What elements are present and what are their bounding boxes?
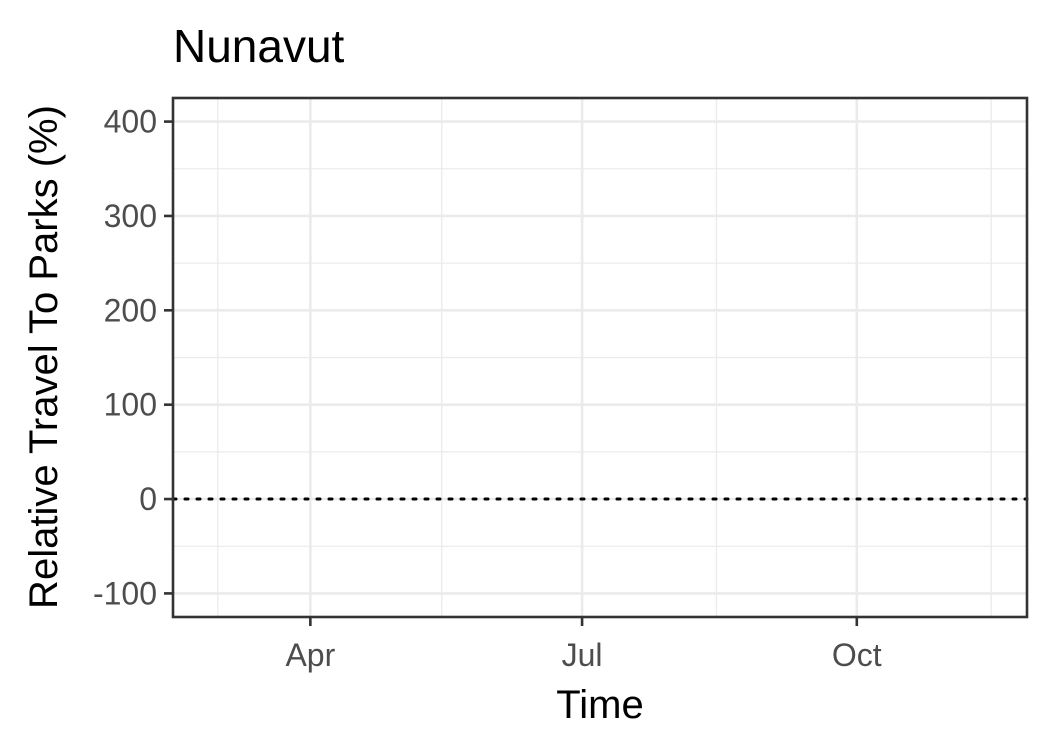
x-tick-label: Jul xyxy=(562,637,603,673)
y-axis: -100 0 100 200 300 400 xyxy=(93,104,173,611)
y-tick-label: 400 xyxy=(104,104,157,140)
x-tick-label: Apr xyxy=(285,637,335,673)
x-axis: Apr Jul Oct xyxy=(285,617,882,673)
y-tick-label: -100 xyxy=(93,575,157,611)
x-axis-title: Time xyxy=(556,683,643,727)
x-tick-label: Oct xyxy=(832,637,882,673)
chart-title: Nunavut xyxy=(173,20,345,72)
major-gridlines xyxy=(173,98,1027,617)
y-tick-label: 300 xyxy=(104,198,157,234)
y-tick-label: 0 xyxy=(139,481,157,517)
plot-panel-border xyxy=(171,96,1029,619)
y-tick-label: 200 xyxy=(104,292,157,328)
minor-gridlines xyxy=(173,98,1027,617)
y-tick-label: 100 xyxy=(104,387,157,423)
y-axis-title: Relative Travel To Parks (%) xyxy=(22,105,66,609)
